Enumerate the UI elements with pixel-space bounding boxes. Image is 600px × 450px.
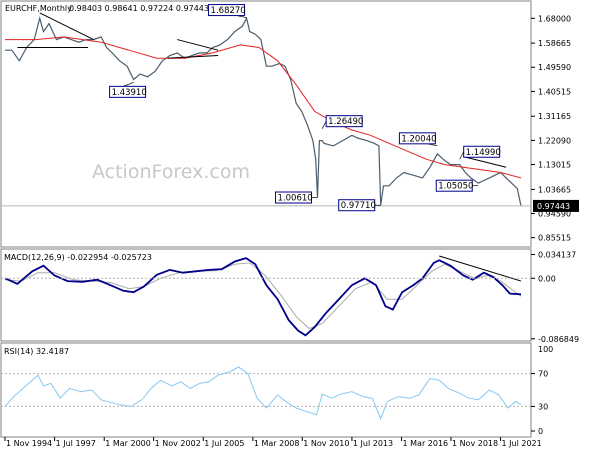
x-tick-label: 1 Nov 1994 — [6, 439, 52, 448]
annotation-label: 1.05050 — [438, 182, 473, 192]
watermark: ActionForex.com — [92, 161, 250, 183]
price-panel-frame — [0, 0, 532, 248]
trendline — [463, 156, 507, 168]
price-ytick-label: 1.40515 — [538, 87, 571, 96]
moving-average-line — [5, 36, 522, 179]
annotation-label: 1.43910 — [112, 88, 147, 98]
macd-trendline — [439, 255, 522, 282]
price-ytick-label: 1.22090 — [538, 136, 571, 145]
annotation-box — [463, 145, 501, 158]
rsi-ytick-label: 100 — [538, 345, 553, 354]
rsi-line — [4, 366, 522, 421]
annotation-box — [435, 179, 473, 192]
price-ytick-label: 0.85515 — [538, 234, 571, 243]
chart-title: EURCHF,Monthly — [5, 4, 72, 13]
last-price-label: 0.97443 — [537, 202, 570, 211]
x-tick-label: 1 Jul 1997 — [56, 439, 96, 448]
x-tick-label: 1 Nov 2018 — [452, 439, 498, 448]
annotation-box — [398, 132, 436, 145]
rsi-ytick-label: 30 — [538, 402, 548, 411]
annotation-box — [338, 199, 376, 212]
annotation-box — [325, 115, 363, 128]
x-tick-label: 1 Nov 2010 — [303, 439, 349, 448]
price-ytick-label: 1.13015 — [538, 161, 571, 170]
trendline — [167, 55, 219, 59]
x-tick-label: 1 Jul 2005 — [204, 439, 244, 448]
rsi-panel-series — [4, 366, 522, 421]
macd-line — [4, 257, 522, 337]
price-annotations: 1.68270 1.43910 1.26490 1.00610 0.97710 1.200… — [109, 4, 501, 212]
annotation-label: 1.26490 — [328, 117, 363, 127]
annotation-label: 0.97710 — [341, 201, 376, 211]
annotation-label: 1.68270 — [211, 6, 246, 16]
price-ytick-label: 1.68000 — [538, 14, 571, 23]
price-ytick-label: 0.94590 — [538, 210, 571, 219]
annotation-leader — [321, 121, 327, 129]
price-ytick-label: 1.49590 — [538, 63, 571, 72]
x-tick-label: 1 Mar 2016 — [403, 439, 449, 448]
price-panel-series: 0.97443 — [1, 12, 579, 212]
price-ytick-label: 1.31165 — [538, 112, 571, 121]
price-ytick-label: 1.03665 — [538, 185, 571, 194]
macd-header: MACD(12,26,9) -0.022954 -0.025723 — [4, 253, 152, 262]
macd-ytick-label: 0.00 — [538, 274, 556, 283]
trendline — [39, 12, 94, 41]
macd-ytick-label: -0.086849 — [538, 335, 579, 344]
annotation-label: 1.00610 — [278, 194, 313, 204]
last-price-box — [533, 199, 579, 212]
macd-panel-frame — [0, 248, 532, 342]
macd-ytick-label: 0.034137 — [538, 250, 576, 259]
macd-panel-series — [4, 255, 522, 337]
annotation-box — [109, 85, 147, 98]
price-ytick-label: 1.58665 — [538, 39, 571, 48]
rsi-header: RSI(14) 32.4187 — [4, 347, 69, 356]
annotation-label: 1.20040 — [401, 134, 436, 144]
ohlc-values: 0.98403 0.98641 0.97224 0.97443 — [69, 4, 209, 13]
x-tick-label: 1 Mar 2000 — [105, 439, 151, 448]
axes: 1.68000 1.58665 1.49590 1.40515 1.31165 1.220… — [1, 14, 579, 448]
annotation-box — [208, 4, 246, 17]
annotation-leader — [459, 151, 464, 160]
x-tick-label: 1 Jul 2013 — [353, 439, 393, 448]
rsi-ytick-label: 0 — [538, 427, 543, 436]
x-tick-label: 1 Nov 2002 — [155, 439, 201, 448]
x-tick-label: 1 Mar 2008 — [254, 439, 300, 448]
x-tick-label: 1 Jul 2021 — [502, 439, 542, 448]
rsi-ytick-label: 70 — [538, 370, 548, 379]
annotation-box — [275, 191, 313, 204]
annotation-label: 1.14990 — [466, 148, 501, 158]
trendline — [177, 39, 219, 51]
